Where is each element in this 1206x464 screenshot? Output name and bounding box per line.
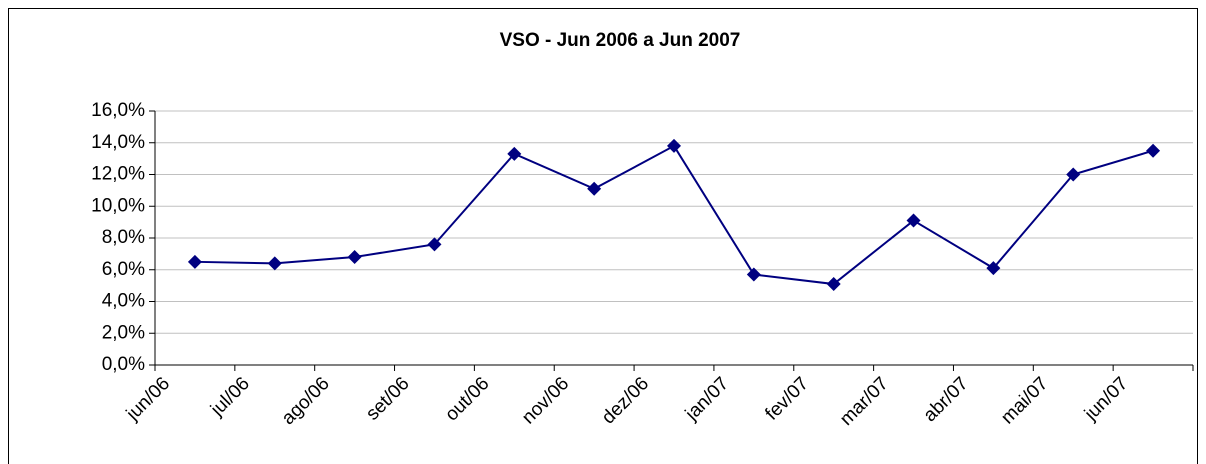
data-point bbox=[906, 213, 921, 228]
data-point bbox=[187, 254, 202, 269]
data-point bbox=[507, 146, 522, 161]
y-tick-label: 14,0% bbox=[91, 132, 145, 153]
y-tick-label: 16,0% bbox=[91, 100, 145, 121]
data-point bbox=[347, 250, 362, 265]
y-tick-label: 2,0% bbox=[102, 322, 145, 343]
y-tick-label: 12,0% bbox=[91, 164, 145, 185]
data-point bbox=[587, 181, 602, 196]
y-tick-label: 4,0% bbox=[102, 291, 145, 312]
y-tick-label: 0,0% bbox=[102, 354, 145, 375]
data-point bbox=[826, 277, 841, 292]
data-point bbox=[427, 237, 442, 252]
data-point bbox=[667, 138, 681, 153]
y-tick-label: 10,0% bbox=[91, 195, 145, 216]
chart-border bbox=[8, 8, 1198, 464]
y-tick-label: 6,0% bbox=[102, 259, 145, 280]
chart-title: VSO - Jun 2006 a Jun 2007 bbox=[500, 30, 741, 51]
data-point bbox=[267, 256, 282, 271]
y-tick-label: 8,0% bbox=[102, 227, 145, 248]
data-point bbox=[986, 261, 1001, 276]
data-point bbox=[1146, 143, 1161, 158]
data-point bbox=[1066, 167, 1081, 182]
data-point bbox=[746, 267, 761, 282]
